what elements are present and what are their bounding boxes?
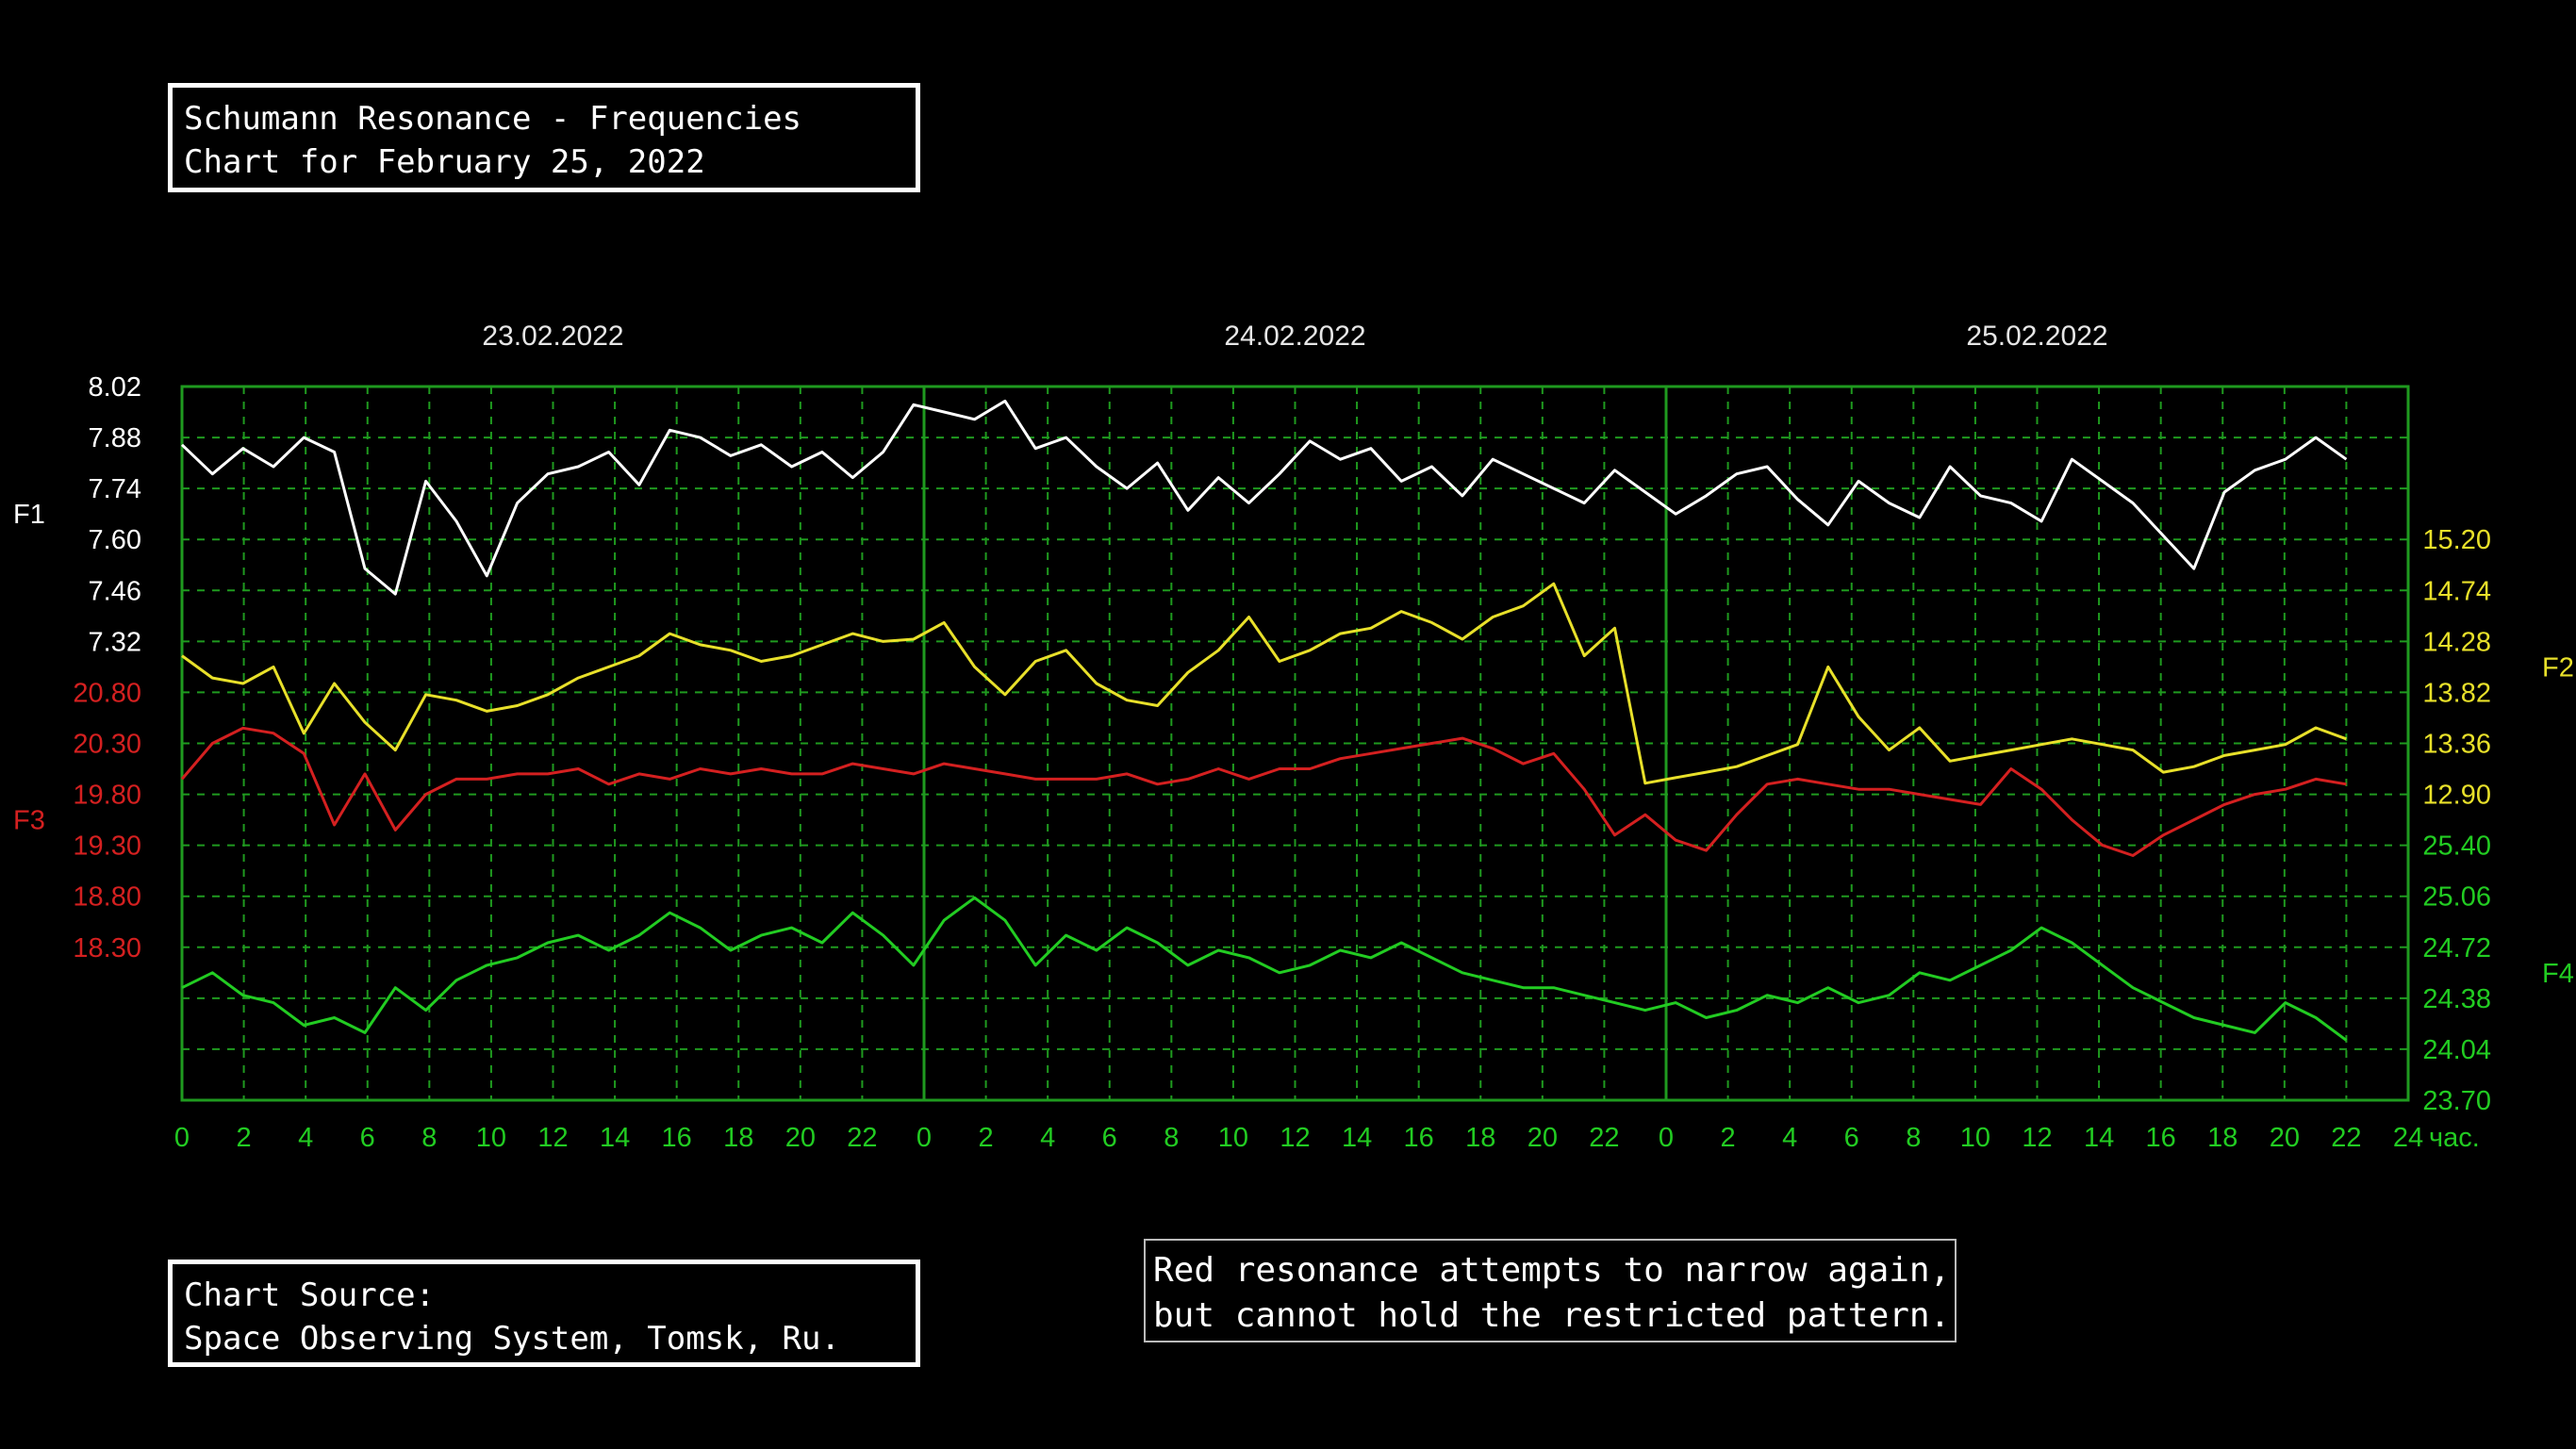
y-tick-label-f2: 13.36 [2422,730,2491,760]
x-tick-label: 2 [1721,1123,1736,1153]
x-tick-label: 6 [1102,1123,1117,1153]
x-tick-label: 4 [1782,1123,1797,1153]
x-tick-label: 8 [1906,1123,1921,1153]
series-f4-line [181,896,2348,1042]
x-tick-label: 14 [1342,1123,1372,1153]
x-tick-label: 20 [1527,1123,1558,1153]
x-tick-label: 16 [2146,1123,2176,1153]
x-tick-label: 6 [1844,1123,1859,1153]
x-tick-label: 6 [360,1123,375,1153]
y-tick-label-f3: 18.80 [73,882,141,913]
source-name: Space Observing System, Tomsk, Ru. [184,1320,840,1358]
x-tick-label: 22 [1589,1123,1619,1153]
x-tick-label: 18 [1465,1123,1495,1153]
y-tick-label-f4: 24.04 [2422,1035,2491,1065]
x-tick-label: 22 [847,1123,877,1153]
x-tick-label: 10 [1218,1123,1248,1153]
x-tick-label: 12 [2022,1123,2052,1153]
date-labels: 23.02.2022 24.02.2022 25.02.2022 [482,321,2107,352]
y-tick-label-f4: 25.06 [2422,882,2491,913]
axis-label-f4: F4 [2542,959,2574,989]
x-tick-label: 14 [2084,1123,2114,1153]
y-tick-label-f3: 19.80 [73,781,141,811]
series-f3-line [180,726,2347,857]
x-tick-label: 24 [2393,1123,2423,1153]
x-tick-label: 10 [476,1123,506,1153]
chart-grid [180,385,2410,1102]
annotation-box: Red resonance attempts to narrow again, … [1144,1239,1957,1342]
x-tick-label: 4 [1040,1123,1055,1153]
annotation-line2: but cannot hold the restricted pattern. [1153,1296,1951,1335]
y-tick-label-f3: 18.30 [73,933,141,963]
chart-source-box: Chart Source: Space Observing System, To… [168,1260,920,1367]
series-f2-line [181,582,2347,785]
y-tick-label-f1: 7.74 [89,474,141,504]
y-tick-label-f3: 20.80 [73,678,141,708]
y-tick-label-f3: 20.30 [73,730,141,760]
y-tick-label-f1: 7.32 [89,627,141,657]
y-tick-label-f2: 14.28 [2422,627,2491,657]
y-axes: 8.02 7.88 7.74 7.60 7.46 7.32 F1 20.80 20.30 19.8… [13,372,2574,1116]
date-label: 25.02.2022 [1966,321,2107,352]
source-label: Chart Source: [184,1276,436,1314]
date-label: 23.02.2022 [482,321,623,352]
y-tick-label-f4: 24.38 [2422,984,2491,1014]
x-tick-label: 18 [2207,1123,2237,1153]
y-tick-label-f2: 12.90 [2422,781,2491,811]
y-tick-label-f2: 14.74 [2422,576,2491,606]
y-tick-label-f2: 13.82 [2422,678,2491,708]
x-tick-label: 10 [1960,1123,1990,1153]
y-tick-label-f4: 23.70 [2422,1086,2491,1116]
x-axis-ticks: 0 2 4 6 8 10 12 14 16 18 20 22 0 2 4 6 8 10 12 14 16 18 20 22 0 2… [174,1123,2480,1153]
x-tick-label: 22 [2331,1123,2361,1153]
axis-label-f1: F1 [13,500,45,530]
y-tick-label-f1: 8.02 [89,372,141,403]
chart-title-box: Schumann Resonance - Frequencies Chart f… [168,83,920,192]
x-tick-label: 0 [1659,1123,1674,1153]
y-tick-label-f1: 7.88 [89,423,141,453]
x-tick-label: 18 [723,1123,753,1153]
y-tick-label-f4: 24.72 [2422,933,2491,963]
y-tick-label-f2: 15.20 [2422,525,2491,555]
x-tick-label: 0 [916,1123,932,1153]
x-tick-label: 0 [174,1123,190,1153]
x-tick-label: 8 [421,1123,437,1153]
chart-title-line1: Schumann Resonance - Frequencies [184,100,802,138]
date-label: 24.02.2022 [1224,321,1365,352]
axis-label-f3: F3 [13,806,45,836]
x-tick-label: 2 [979,1123,994,1153]
x-tick-label: 16 [662,1123,692,1153]
annotation-line1: Red resonance attempts to narrow again, [1153,1251,1951,1290]
chart-title-line2: Chart for February 25, 2022 [184,143,705,181]
y-tick-label-f3: 19.30 [73,832,141,862]
x-tick-label: 4 [298,1123,313,1153]
series-f1-line [180,399,2348,596]
x-unit-label: час. [2429,1123,2480,1153]
x-tick-label: 14 [600,1123,630,1153]
y-tick-label-f1: 7.60 [89,525,141,555]
x-tick-label: 2 [237,1123,252,1153]
axis-label-f2: F2 [2542,652,2574,683]
x-tick-label: 8 [1164,1123,1179,1153]
x-tick-label: 12 [1280,1123,1310,1153]
y-tick-label-f4: 25.40 [2422,832,2491,862]
x-tick-label: 20 [2270,1123,2300,1153]
y-tick-label-f1: 7.46 [89,576,141,606]
series-lines [180,399,2348,1042]
x-tick-label: 12 [537,1123,568,1153]
x-tick-label: 20 [785,1123,816,1153]
x-tick-label: 16 [1404,1123,1434,1153]
